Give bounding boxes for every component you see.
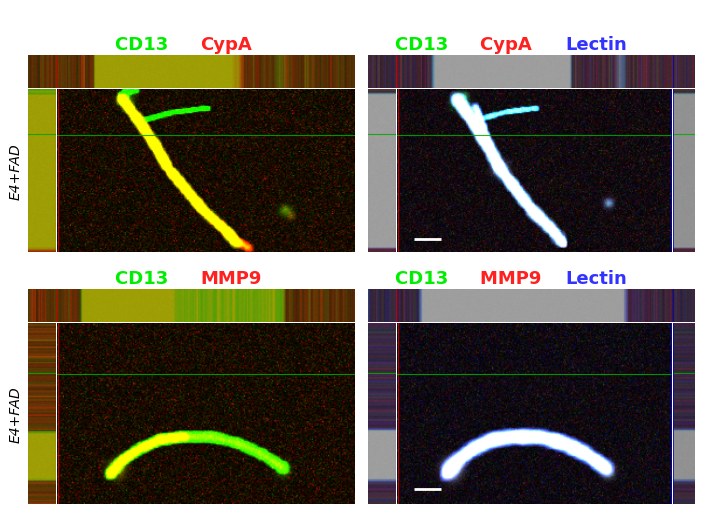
Text: CD13: CD13: [395, 36, 455, 53]
Text: E4+FAD: E4+FAD: [9, 143, 23, 200]
Text: CD13: CD13: [115, 36, 174, 53]
Text: E4+FAD: E4+FAD: [9, 385, 23, 442]
Text: MMP9: MMP9: [200, 269, 261, 287]
Text: Lectin: Lectin: [565, 269, 627, 287]
Text: CypA: CypA: [200, 36, 252, 53]
Text: CD13: CD13: [395, 269, 455, 287]
Text: CypA: CypA: [480, 36, 539, 53]
Text: CD13: CD13: [115, 269, 174, 287]
Text: Lectin: Lectin: [565, 36, 627, 53]
Text: MMP9: MMP9: [480, 269, 548, 287]
